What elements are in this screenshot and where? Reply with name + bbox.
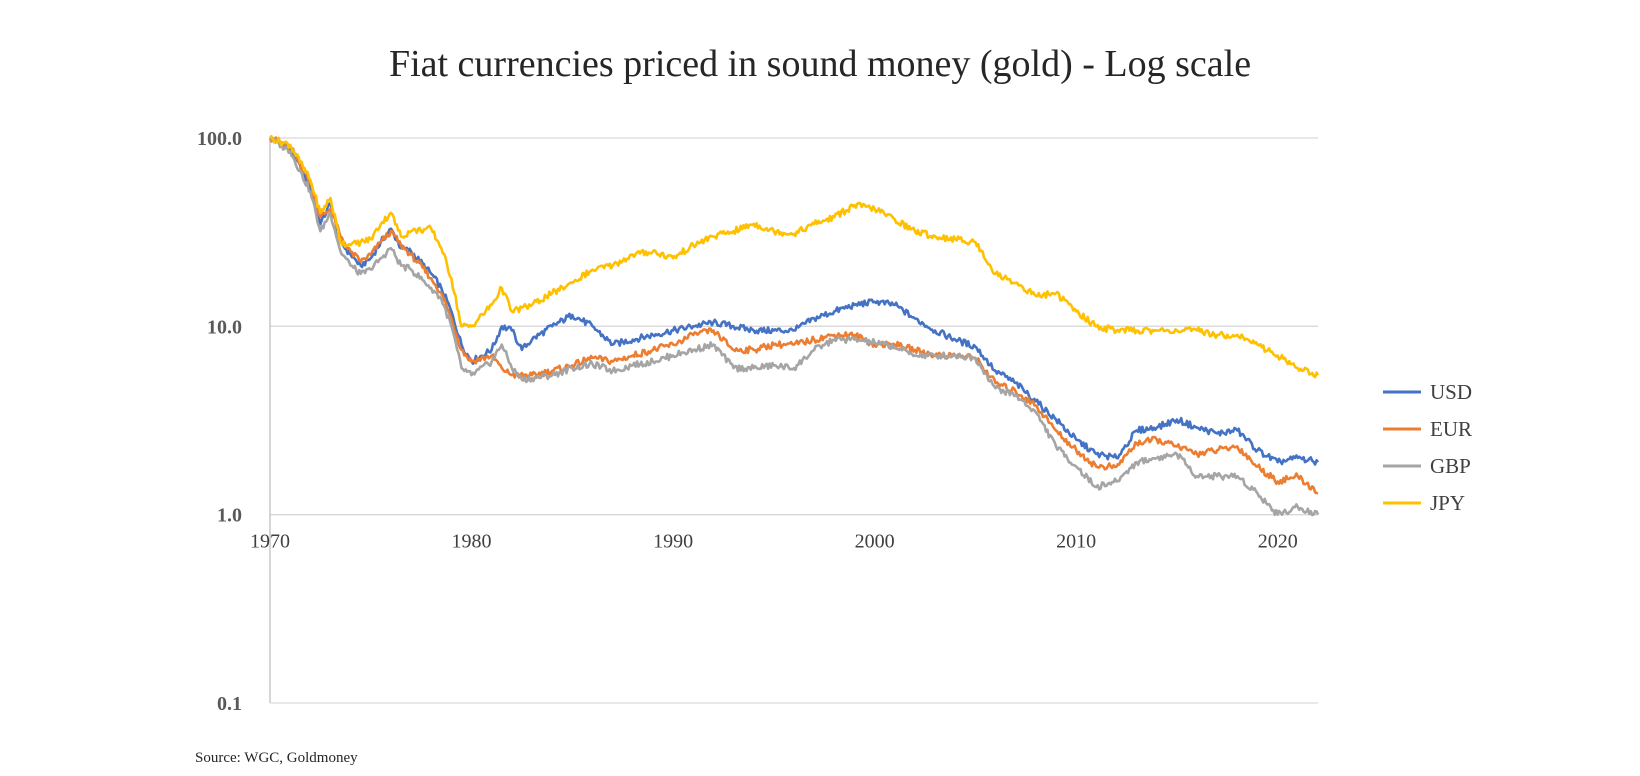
x-tick-label: 2020 — [1258, 531, 1298, 553]
chart-title: Fiat currencies priced in sound money (g… — [389, 43, 1251, 85]
x-tick-label: 2010 — [1056, 531, 1096, 553]
legend-label: GBP — [1430, 454, 1471, 478]
y-tick-label: 1.0 — [217, 505, 242, 527]
gridlines — [270, 137, 1318, 516]
x-tick-label: 1980 — [452, 531, 492, 553]
series-lines — [268, 135, 1320, 517]
axes — [269, 138, 1318, 704]
y-tick-label: 10.0 — [207, 316, 242, 338]
series-line-eur — [268, 136, 1319, 495]
legend-label: JPY — [1430, 491, 1465, 515]
y-tick-label: 100.0 — [197, 128, 242, 150]
x-tick-label: 2000 — [855, 531, 895, 553]
x-tick-label: 1970 — [250, 531, 290, 553]
legend-label: USD — [1430, 380, 1472, 404]
legend: USD EUR GBP JPY — [1383, 380, 1472, 515]
y-tick-label: 0.1 — [217, 693, 242, 715]
x-tick-labels: 1970 1980 1990 2000 2010 2020 — [250, 531, 1298, 553]
series-line-usd — [269, 135, 1320, 466]
source-note: Source: WGC, Goldmoney — [195, 750, 358, 766]
y-tick-labels: 100.0 10.0 1.0 0.1 — [197, 128, 242, 715]
series-line-gbp — [269, 136, 1320, 517]
series-line-jpy — [268, 135, 1320, 379]
x-tick-label: 1990 — [653, 531, 693, 553]
legend-label: EUR — [1430, 417, 1472, 441]
